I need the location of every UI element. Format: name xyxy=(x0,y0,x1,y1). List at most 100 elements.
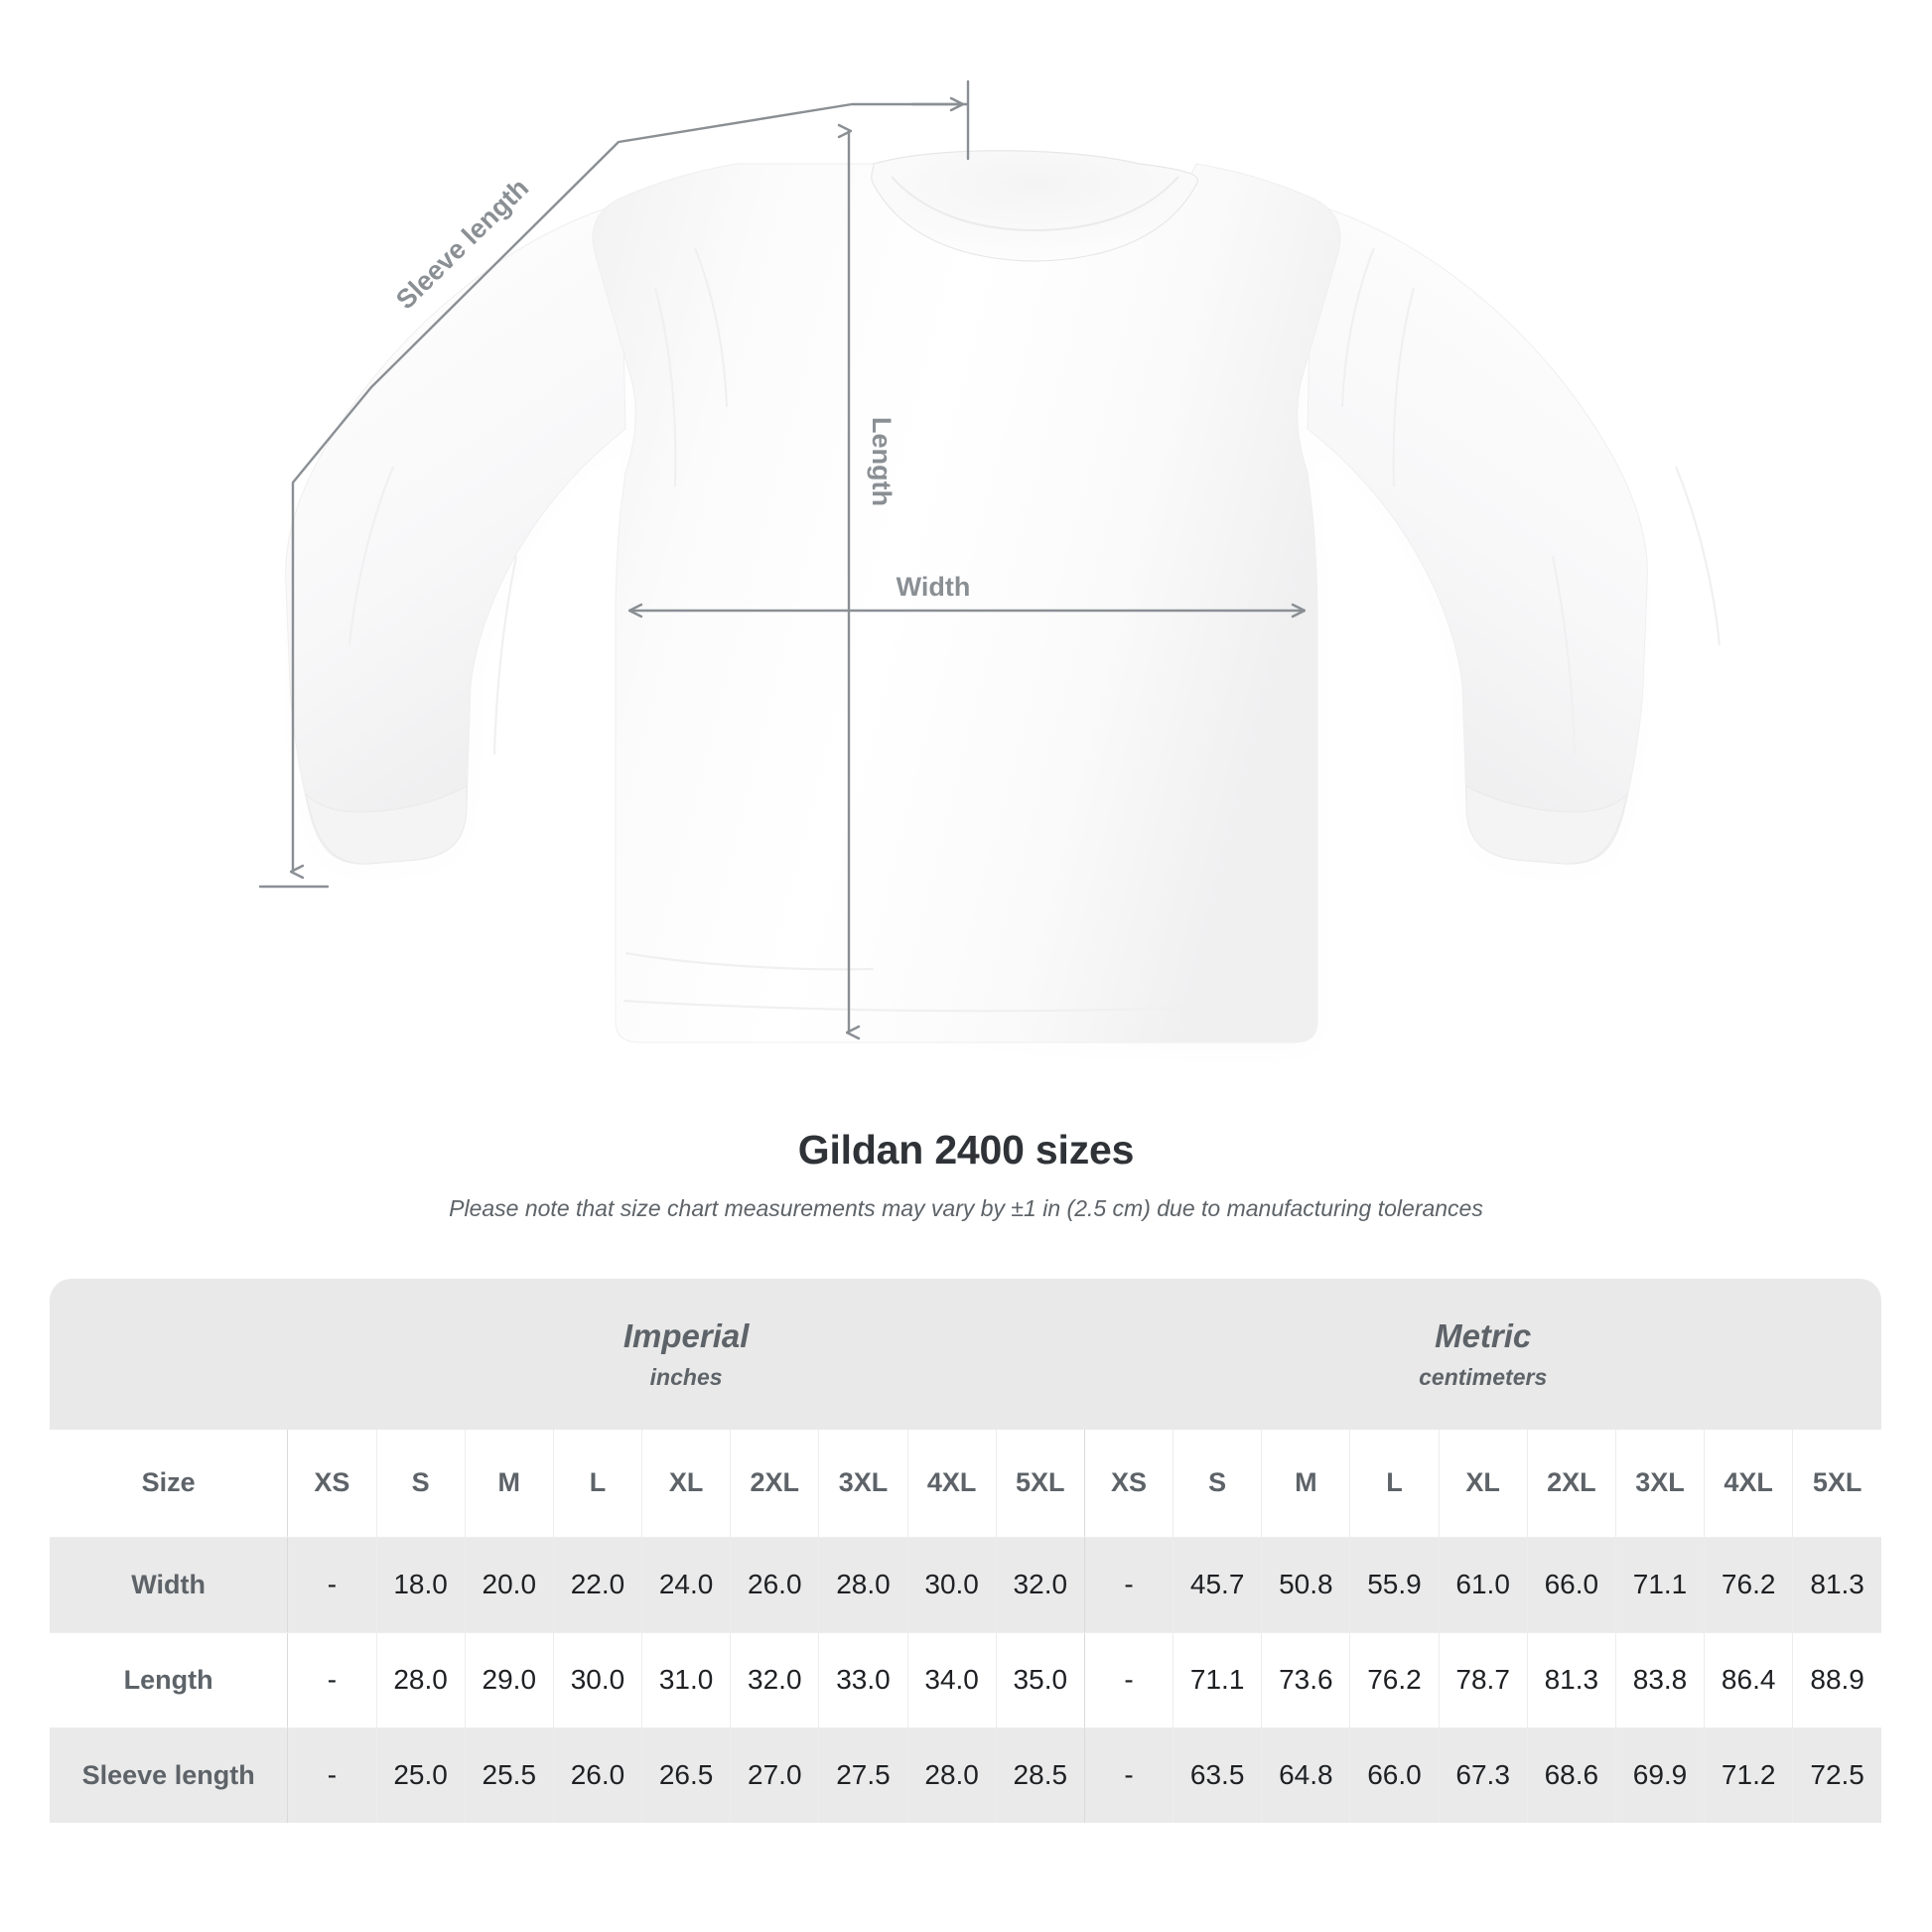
cell-width-metric-xl: 61.0 xyxy=(1438,1537,1528,1633)
sleeve-length-line xyxy=(293,102,968,872)
cell-width-imperial-3xl: 28.0 xyxy=(818,1537,908,1633)
cell-width-imperial-s: 18.0 xyxy=(375,1537,466,1633)
cell-sleeve-length-metric-3xl: 69.9 xyxy=(1614,1727,1705,1823)
cell-sleeve-length-metric-4xl: 71.2 xyxy=(1704,1727,1793,1823)
size-header-metric-l: L xyxy=(1349,1430,1440,1538)
cell-sleeve-length-imperial-m: 25.5 xyxy=(464,1727,554,1823)
cell-sleeve-length-metric-l: 66.0 xyxy=(1349,1727,1440,1823)
cell-length-metric-l: 76.2 xyxy=(1349,1632,1440,1728)
page-title: Gildan 2400 sizes xyxy=(797,1127,1135,1173)
unit-sub-imperial: inches xyxy=(649,1364,723,1391)
table-row: Sleeve length -25.0 25.5 26.0 26.5 27.0 27.5 28… xyxy=(50,1727,1881,1823)
cell-length-imperial-3xl: 33.0 xyxy=(818,1632,908,1728)
cell-width-imperial-5xl: 32.0 xyxy=(995,1537,1085,1633)
unit-header-metric: Metric centimeters xyxy=(1084,1279,1881,1430)
cell-length-metric-2xl: 81.3 xyxy=(1526,1632,1616,1728)
cell-length-imperial-2xl: 32.0 xyxy=(730,1632,819,1728)
size-header-metric-s: S xyxy=(1173,1430,1262,1538)
cell-width-imperial-xl: 24.0 xyxy=(641,1537,731,1633)
row-label-length: Length xyxy=(50,1632,288,1728)
unit-name-metric: Metric xyxy=(1435,1317,1532,1355)
cell-width-metric-5xl: 81.3 xyxy=(1792,1537,1881,1633)
cell-length-imperial-5xl: 35.0 xyxy=(995,1632,1085,1728)
size-header-metric-xs: XS xyxy=(1083,1430,1173,1538)
cell-sleeve-length-imperial-xs: - xyxy=(287,1727,377,1823)
cell-sleeve-length-metric-xl: 67.3 xyxy=(1438,1727,1528,1823)
size-header-imperial-s: S xyxy=(375,1430,466,1538)
cell-length-metric-4xl: 86.4 xyxy=(1704,1632,1793,1728)
unit-header-spacer xyxy=(50,1279,288,1430)
cell-sleeve-length-metric-m: 64.8 xyxy=(1261,1727,1350,1823)
size-column-header: Size xyxy=(50,1430,288,1538)
cell-length-imperial-xs: - xyxy=(287,1632,377,1728)
size-chart-tbody: Width -18.0 20.0 22.0 24.0 26.0 28.0 30.0 32.0-4… xyxy=(50,1537,1881,1823)
cell-width-imperial-xs: - xyxy=(287,1537,377,1633)
cell-sleeve-length-metric-2xl: 68.6 xyxy=(1526,1727,1616,1823)
cell-width-metric-s: 45.7 xyxy=(1173,1537,1262,1633)
garment-illustration: Sleeve length Length Width xyxy=(258,79,1722,1043)
cell-width-imperial-4xl: 30.0 xyxy=(906,1537,997,1633)
size-header-metric-m: M xyxy=(1261,1430,1350,1538)
size-header-imperial-5xl: 5XL xyxy=(995,1430,1085,1538)
size-header-metric-5xl: 5XL xyxy=(1792,1430,1881,1538)
cell-sleeve-length-imperial-3xl: 27.5 xyxy=(818,1727,908,1823)
unit-header-imperial: Imperial inches xyxy=(287,1279,1085,1430)
unit-name-imperial: Imperial xyxy=(622,1317,750,1355)
cell-length-imperial-m: 29.0 xyxy=(464,1632,554,1728)
cell-sleeve-length-imperial-l: 26.0 xyxy=(552,1727,642,1823)
size-header-metric-2xl: 2XL xyxy=(1526,1430,1616,1538)
cell-length-metric-s: 71.1 xyxy=(1173,1632,1262,1728)
size-chart-thead: Imperial inches Metric centimeters Size … xyxy=(50,1279,1881,1538)
cell-width-metric-l: 55.9 xyxy=(1349,1537,1440,1633)
cell-width-metric-3xl: 71.1 xyxy=(1614,1537,1705,1633)
size-header-imperial-m: M xyxy=(464,1430,554,1538)
unit-sub-metric: centimeters xyxy=(1419,1364,1548,1391)
width-dimension: Width xyxy=(631,572,1303,611)
size-chart-table-wrapper: Imperial inches Metric centimeters Size … xyxy=(50,1279,1881,1823)
cell-sleeve-length-imperial-5xl: 28.5 xyxy=(995,1727,1085,1823)
size-header-imperial-xs: XS xyxy=(287,1430,377,1538)
size-header-imperial-l: L xyxy=(552,1430,642,1538)
cell-sleeve-length-imperial-2xl: 27.0 xyxy=(730,1727,819,1823)
garment-diagram: Sleeve length Length Width xyxy=(258,79,1722,1043)
cell-length-metric-xs: - xyxy=(1083,1632,1173,1728)
width-label: Width xyxy=(897,572,971,602)
shirt-shape xyxy=(285,150,1722,1043)
cell-length-imperial-s: 28.0 xyxy=(375,1632,466,1728)
cell-sleeve-length-imperial-s: 25.0 xyxy=(375,1727,466,1823)
size-header-row: Size XS S M L XL 2XL 3XL 4XL 5XL XS S M L XL 2XL 3XL 4XL… xyxy=(50,1430,1881,1538)
size-chart-table: Imperial inches Metric centimeters Size … xyxy=(50,1279,1881,1823)
size-header-imperial-4xl: 4XL xyxy=(906,1430,997,1538)
cell-length-metric-m: 73.6 xyxy=(1261,1632,1350,1728)
size-header-metric-3xl: 3XL xyxy=(1614,1430,1705,1538)
table-row: Length -28.0 29.0 30.0 31.0 32.0 33.0 34.0 35.0-… xyxy=(50,1632,1881,1728)
cell-sleeve-length-imperial-xl: 26.5 xyxy=(641,1727,731,1823)
cell-width-metric-4xl: 76.2 xyxy=(1704,1537,1793,1633)
size-header-imperial-xl: XL xyxy=(641,1430,731,1538)
cell-length-imperial-xl: 31.0 xyxy=(641,1632,731,1728)
cell-length-metric-xl: 78.7 xyxy=(1438,1632,1528,1728)
cell-width-imperial-2xl: 26.0 xyxy=(730,1537,819,1633)
cell-width-imperial-l: 22.0 xyxy=(552,1537,642,1633)
cell-sleeve-length-imperial-4xl: 28.0 xyxy=(906,1727,997,1823)
page-subtitle: Please note that size chart measurements… xyxy=(449,1195,1483,1222)
size-header-metric-4xl: 4XL xyxy=(1704,1430,1793,1538)
cell-width-metric-xs: - xyxy=(1083,1537,1173,1633)
cell-width-imperial-m: 20.0 xyxy=(464,1537,554,1633)
cell-width-metric-m: 50.8 xyxy=(1261,1537,1350,1633)
cell-length-imperial-l: 30.0 xyxy=(552,1632,642,1728)
cell-width-metric-2xl: 66.0 xyxy=(1526,1537,1616,1633)
cell-sleeve-length-metric-5xl: 72.5 xyxy=(1792,1727,1881,1823)
cell-sleeve-length-metric-xs: - xyxy=(1083,1727,1173,1823)
cell-length-imperial-4xl: 34.0 xyxy=(906,1632,997,1728)
table-row: Width -18.0 20.0 22.0 24.0 26.0 28.0 30.0 32.0-4… xyxy=(50,1537,1881,1633)
size-header-imperial-2xl: 2XL xyxy=(730,1430,819,1538)
size-header-imperial-3xl: 3XL xyxy=(818,1430,908,1538)
length-label: Length xyxy=(867,417,897,506)
unit-header-row: Imperial inches Metric centimeters xyxy=(50,1279,1881,1430)
length-dimension: Length xyxy=(849,131,897,1033)
cell-length-metric-5xl: 88.9 xyxy=(1792,1632,1881,1728)
row-label-width: Width xyxy=(50,1537,288,1633)
cell-sleeve-length-metric-s: 63.5 xyxy=(1173,1727,1262,1823)
row-label-sleeve-length: Sleeve length xyxy=(50,1727,288,1823)
